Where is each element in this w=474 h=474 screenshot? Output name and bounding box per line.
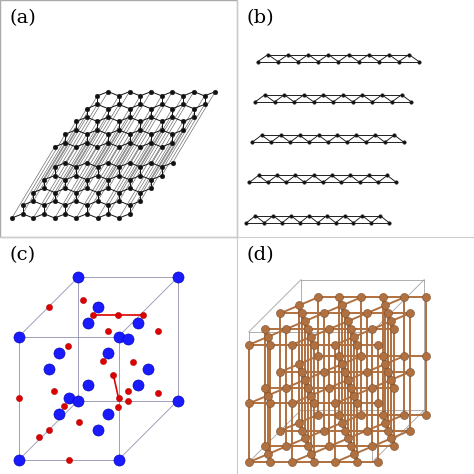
Text: (c): (c) [9, 246, 36, 264]
Text: (a): (a) [9, 9, 36, 27]
Text: (d): (d) [246, 246, 274, 264]
Text: (b): (b) [246, 9, 274, 27]
